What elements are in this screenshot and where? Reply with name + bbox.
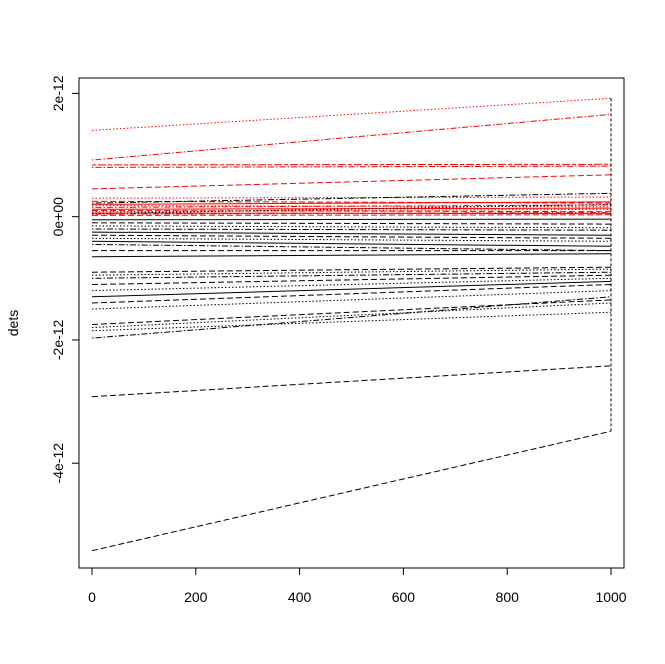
series-line-18 bbox=[91, 203, 612, 215]
series-line-8 bbox=[91, 201, 612, 205]
series-line-21 bbox=[91, 225, 612, 229]
y-axis-label: dets bbox=[5, 310, 21, 336]
x-tick-label: 1000 bbox=[595, 589, 626, 605]
series-line-43 bbox=[91, 430, 612, 552]
x-tick-label: 200 bbox=[184, 589, 208, 605]
series-line-25 bbox=[91, 237, 612, 242]
series-line-31 bbox=[91, 268, 612, 276]
series-line-42 bbox=[91, 365, 612, 398]
series-line-32 bbox=[91, 271, 612, 279]
series-line-30 bbox=[91, 266, 612, 273]
series-line-37 bbox=[91, 290, 612, 310]
series-line-39 bbox=[91, 302, 612, 329]
y-tick-label: 0e+00 bbox=[50, 197, 66, 237]
series-line-33 bbox=[91, 274, 612, 285]
series-line-26 bbox=[91, 240, 612, 247]
y-tick-label: 2e-12 bbox=[50, 75, 66, 111]
x-tick-label: 0 bbox=[88, 589, 96, 605]
series-line-2 bbox=[91, 113, 612, 161]
series-line-12 bbox=[91, 210, 612, 213]
series-line-20 bbox=[91, 222, 612, 225]
series-line-40 bbox=[91, 311, 612, 332]
series-line-3 bbox=[91, 163, 612, 166]
y-tick-label: -2e-12 bbox=[50, 319, 66, 360]
series-line-13 bbox=[91, 208, 612, 213]
series-line-35 bbox=[91, 280, 612, 298]
y-axis: -4e-12 -2e-12 0e+00 2e-12 bbox=[50, 75, 80, 484]
x-tick-label: 600 bbox=[392, 589, 416, 605]
series-line-1 bbox=[91, 97, 612, 131]
x-tick-label: 800 bbox=[496, 589, 520, 605]
series-line-34 bbox=[91, 277, 612, 292]
series-line-5 bbox=[91, 174, 612, 190]
series-line-24 bbox=[91, 234, 612, 239]
series-layer bbox=[91, 97, 612, 552]
series-line-19 bbox=[91, 218, 612, 221]
series-line-17 bbox=[91, 192, 612, 204]
y-tick-label: -4e-12 bbox=[50, 443, 66, 484]
series-line-29 bbox=[91, 253, 612, 258]
series-line-16 bbox=[91, 214, 612, 216]
series-line-4 bbox=[91, 165, 612, 168]
x-tick-label: 400 bbox=[288, 589, 312, 605]
series-line-23 bbox=[91, 231, 612, 236]
series-line-22 bbox=[91, 228, 612, 231]
series-line-10 bbox=[91, 204, 612, 208]
series-line-6 bbox=[91, 196, 612, 199]
series-line-15 bbox=[91, 211, 612, 215]
series-line-41 bbox=[91, 296, 612, 339]
series-line-36 bbox=[91, 284, 612, 304]
series-line-27 bbox=[91, 243, 612, 252]
x-axis: 0 200 400 600 800 1000 bbox=[88, 567, 627, 605]
